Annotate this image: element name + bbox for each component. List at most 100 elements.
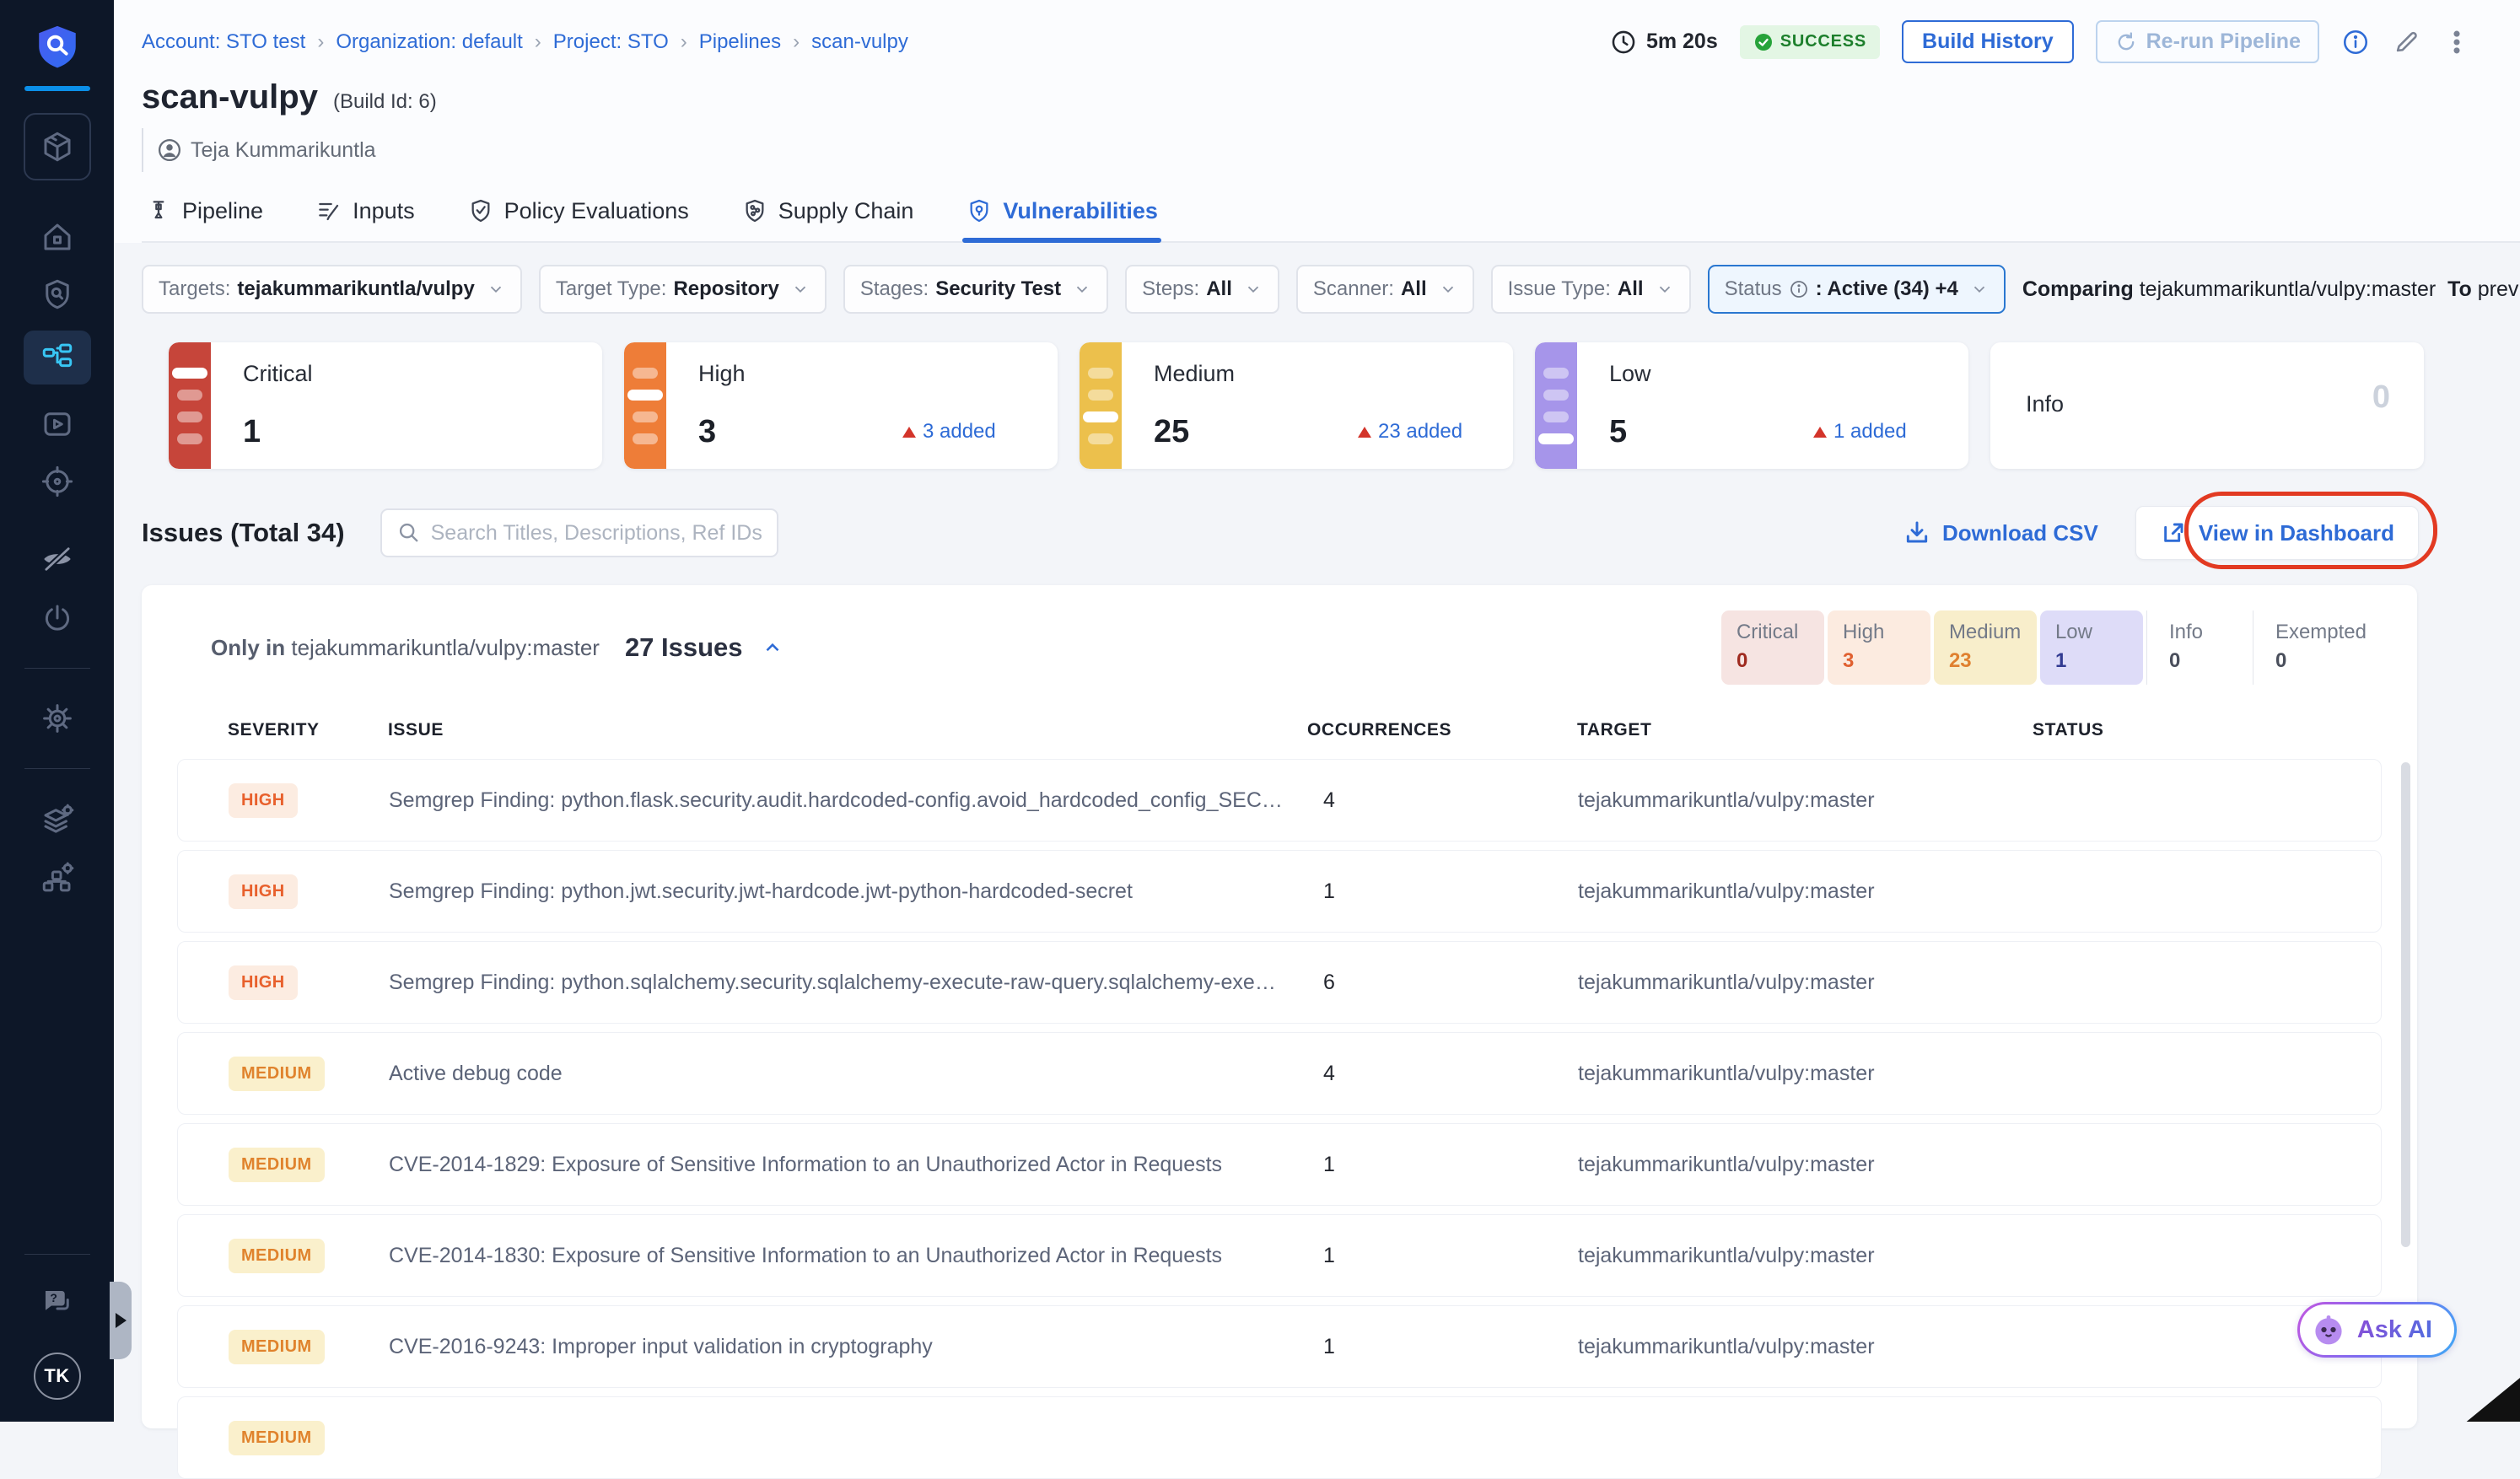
added-indicator: 23 added [1358, 420, 1462, 444]
target-value: tejakummarikuntla/vulpy:master [1578, 879, 1875, 903]
module-selector-button[interactable] [23, 113, 91, 180]
filter-issue-type[interactable]: Issue Type: All [1490, 265, 1691, 314]
kebab-menu-icon[interactable] [2442, 28, 2471, 56]
execution-header: Account: STO test › Organization: default… [114, 0, 2520, 243]
rerun-pipeline-button[interactable]: Re-run Pipeline [2095, 20, 2319, 63]
download-csv-button[interactable]: Download CSV [1903, 519, 2098, 546]
user-icon [159, 139, 180, 161]
author-divider [142, 128, 143, 172]
col-status: STATUS [2033, 720, 2104, 740]
table-row[interactable]: MEDIUM CVE-2014-1829: Exposure of Sensit… [177, 1123, 2382, 1206]
execution-tabs: Pipeline Inputs Policy Evaluations Suppl… [142, 192, 2520, 243]
sidebar-item-test-targets[interactable] [40, 277, 75, 312]
info-icon [1790, 281, 1807, 298]
expand-arrow-icon [115, 1313, 127, 1328]
severity-badge: HIGH [229, 783, 298, 818]
severity-badge: MEDIUM [229, 1056, 325, 1091]
sidebar-item-home[interactable] [40, 219, 75, 255]
severity-badge: HIGH [229, 965, 298, 1000]
breadcrumb-current[interactable]: scan-vulpy [811, 30, 908, 53]
chip-exempted: Exempted 0 [2252, 610, 2382, 685]
chevron-down-icon [1247, 286, 1259, 293]
eye-off-icon [42, 546, 72, 573]
issue-title: CVE-2016-9243: Improper input validation… [389, 1334, 933, 1358]
breadcrumb-pipelines[interactable]: Pipelines [698, 30, 782, 53]
table-row[interactable]: HIGH Semgrep Finding: python.flask.secur… [177, 759, 2382, 842]
chevron-down-icon [794, 286, 805, 293]
sidebar-item-help-chat[interactable]: ? [40, 1285, 75, 1320]
trigger-author: Teja Kummarikuntla [191, 137, 376, 162]
info-icon[interactable] [2341, 28, 2370, 56]
card-label: Low [1609, 361, 1651, 386]
issues-toolbar: Issues (Total 34) Download CSV View in D… [142, 492, 2437, 569]
filter-status[interactable]: Status : Active (34) +4 [1707, 265, 2006, 314]
sidebar-item-pipelines-active[interactable] [23, 331, 91, 385]
filter-targets[interactable]: Targets: tejakummarikuntla/vulpy [142, 265, 522, 314]
shield-network-icon [746, 199, 764, 223]
added-indicator: 3 added [902, 420, 996, 444]
target-value: tejakummarikuntla/vulpy:master [1578, 1152, 1875, 1176]
chevron-down-icon [1077, 286, 1088, 293]
occurrences-value: 1 [1323, 1334, 1335, 1358]
breadcrumb-account[interactable]: Account: STO test [142, 30, 306, 53]
inputs-icon [319, 202, 339, 221]
table-row[interactable]: MEDIUM CVE-2014-1830: Exposure of Sensit… [177, 1214, 2382, 1297]
issues-card: Only in tejakummarikuntla/vulpy:master 2… [142, 585, 2417, 1479]
sidebar-item-settings[interactable] [40, 701, 75, 736]
ask-ai-button[interactable]: Ask AI [2297, 1302, 2457, 1358]
sidebar-item-governance[interactable] [40, 860, 75, 895]
sidebar-item-targets[interactable] [40, 464, 75, 499]
severity-summary-cards: Critical 1 High 3 3 added Medium 25 23 a… [169, 342, 2424, 469]
sidebar-item-exemptions[interactable] [40, 541, 75, 577]
breadcrumb: Account: STO test › Organization: default… [142, 30, 908, 54]
sidebar-item-default-settings[interactable] [40, 803, 75, 838]
search-input[interactable] [430, 520, 762, 546]
search-icon [399, 523, 418, 542]
tab-policy-evaluations[interactable]: Policy Evaluations [464, 192, 692, 241]
table-scrollbar[interactable] [2401, 762, 2410, 1247]
triangle-up-icon [902, 426, 916, 438]
sidebar-item-executions[interactable] [40, 406, 75, 442]
run-duration: 5m 20s [1609, 28, 1718, 56]
target-value: tejakummarikuntla/vulpy:master [1578, 788, 1875, 812]
issue-title: Semgrep Finding: python.sqlalchemy.secur… [389, 970, 1284, 994]
tab-vulnerabilities[interactable]: Vulnerabilities [962, 192, 1161, 243]
breadcrumb-project[interactable]: Project: STO [552, 30, 669, 53]
severity-card-medium: Medium 25 23 added [1080, 342, 1513, 469]
table-row[interactable]: HIGH Semgrep Finding: python.jwt.securit… [177, 850, 2382, 933]
chevron-up-icon[interactable] [762, 637, 783, 659]
network-gear-icon [42, 862, 73, 892]
user-avatar[interactable]: TK [33, 1353, 81, 1400]
filter-target-type[interactable]: Target Type: Repository [538, 265, 827, 314]
breadcrumb-separator: › [680, 30, 687, 53]
sidebar-expand-handle[interactable] [110, 1282, 132, 1359]
issue-title: CVE-2014-1830: Exposure of Sensitive Inf… [389, 1243, 1223, 1267]
tab-pipeline[interactable]: Pipeline [142, 192, 267, 241]
sidebar-item-getting-started[interactable] [40, 600, 75, 636]
severity-badge: MEDIUM [229, 1147, 325, 1182]
occurrences-value: 1 [1323, 1152, 1335, 1176]
download-icon [1906, 521, 1928, 543]
issues-search[interactable] [380, 508, 778, 557]
edit-pencil-icon[interactable] [2392, 28, 2420, 56]
tab-supply-chain[interactable]: Supply Chain [738, 192, 918, 241]
table-row[interactable]: MEDIUM CVE-2016-9243: Improper input val… [177, 1305, 2382, 1388]
severity-card-info: Info 0 [1990, 342, 2424, 469]
table-row[interactable]: HIGH Semgrep Finding: python.sqlalchemy.… [177, 941, 2382, 1024]
table-row[interactable]: MEDIUM Active debug code 4 tejakummariku… [177, 1032, 2382, 1115]
filter-steps[interactable]: Steps: All [1125, 265, 1279, 314]
view-in-dashboard-button[interactable]: View in Dashboard [2135, 506, 2419, 560]
issues-title: Issues (Total 34) [142, 518, 345, 547]
card-count: 3 [698, 414, 717, 449]
build-history-button[interactable]: Build History [1902, 20, 2074, 63]
filter-scanner[interactable]: Scanner: All [1295, 265, 1474, 314]
filter-stages[interactable]: Stages: Security Test [843, 265, 1109, 314]
sto-shield-logo-icon[interactable] [33, 22, 82, 71]
home-icon [44, 223, 70, 250]
breadcrumb-organization[interactable]: Organization: default [336, 30, 523, 53]
card-count: 5 [1609, 414, 1628, 449]
filters-bar: Targets: tejakummarikuntla/vulpy Target … [142, 265, 2520, 314]
table-row-partial[interactable]: MEDIUM [177, 1396, 2382, 1479]
nav-divider [24, 768, 90, 769]
tab-inputs[interactable]: Inputs [312, 192, 418, 241]
